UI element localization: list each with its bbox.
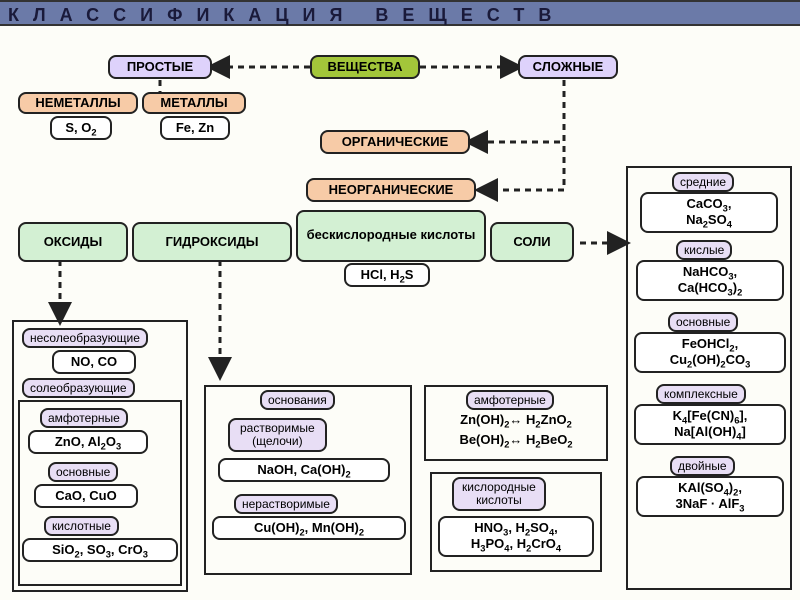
soluble-examples: NaOH, Ca(OH)2 (218, 458, 390, 482)
salts-node: СОЛИ (490, 222, 574, 262)
hydroxides-node: ГИДРОКСИДЫ (132, 222, 292, 262)
salt-basic-label: основные (668, 312, 738, 332)
salt-normal-examples: CaCO3,Na2SO4 (640, 192, 778, 233)
basic-oxides-examples: CaO, CuO (34, 484, 138, 508)
title-text: КЛАССИФИКАЦИЯ ВЕЩЕСТВ (8, 5, 565, 25)
nonsaltforming-examples: NO, CO (52, 350, 136, 374)
nonmetals-examples: S, O2 (50, 116, 112, 140)
complex-node: СЛОЖНЫЕ (518, 55, 618, 79)
insoluble-examples: Cu(OH)2, Mn(OH)2 (212, 516, 406, 540)
nonmetals-node: НЕМЕТАЛЛЫ (18, 92, 138, 114)
oxygenfree-acids-node: бескислородные кислоты (296, 210, 486, 262)
amphoteric-hydrox-line1: Zn(OH)2↔ H2ZnO2 (430, 412, 602, 428)
amphoteric-oxides-examples: ZnO, Al2O3 (28, 430, 148, 454)
inorganic-node: НЕОРГАНИЧЕСКИЕ (306, 178, 476, 202)
acidic-oxides-examples: SiO2, SO3, CrO3 (22, 538, 178, 562)
salt-double-examples: KAl(SO4)2,3NaF · AlF3 (636, 476, 784, 517)
amphoteric-oxides-label: амфотерные (40, 408, 128, 428)
salt-double-label: двойные (670, 456, 735, 476)
salt-complex-examples: K4[Fe(CN)6],Na[Al(OH)4] (634, 404, 786, 445)
insoluble-label: нерастворимые (234, 494, 338, 514)
nonsaltforming-label: несолеобразующие (22, 328, 148, 348)
salt-normal-label: средние (672, 172, 734, 192)
acidic-oxides-label: кислотные (44, 516, 119, 536)
soluble-label: растворимые(щелочи) (228, 418, 327, 452)
salt-acidic-label: кислые (676, 240, 732, 260)
oxides-node: ОКСИДЫ (18, 222, 128, 262)
title-bar: КЛАССИФИКАЦИЯ ВЕЩЕСТВ (0, 0, 800, 26)
oxygen-acids-examples: HNO3, H2SO4,H3PO4, H2CrO4 (438, 516, 594, 557)
organic-node: ОРГАНИЧЕСКИЕ (320, 130, 470, 154)
oxygen-acids-label: кислородныекислоты (452, 477, 546, 511)
salt-basic-examples: FeOHCl2,Cu2(OH)2CO3 (634, 332, 786, 373)
amphoteric-hydrox-label: амфотерные (466, 390, 554, 410)
basic-oxides-label: основные (48, 462, 118, 482)
metals-node: МЕТАЛЛЫ (142, 92, 246, 114)
root-node: ВЕЩЕСТВА (310, 55, 420, 79)
oxygenfree-acids-examples: HCl, H2S (344, 263, 430, 287)
saltforming-label: солеобразующие (22, 378, 135, 398)
salt-complex-label: комплексные (656, 384, 746, 404)
salt-acidic-examples: NaHCO3,Ca(HCO3)2 (636, 260, 784, 301)
simple-node: ПРОСТЫЕ (108, 55, 212, 79)
metals-examples: Fe, Zn (160, 116, 230, 140)
bases-label: основания (260, 390, 335, 410)
amphoteric-hydrox-line2: Be(OH)2↔ H2BeO2 (430, 432, 602, 448)
